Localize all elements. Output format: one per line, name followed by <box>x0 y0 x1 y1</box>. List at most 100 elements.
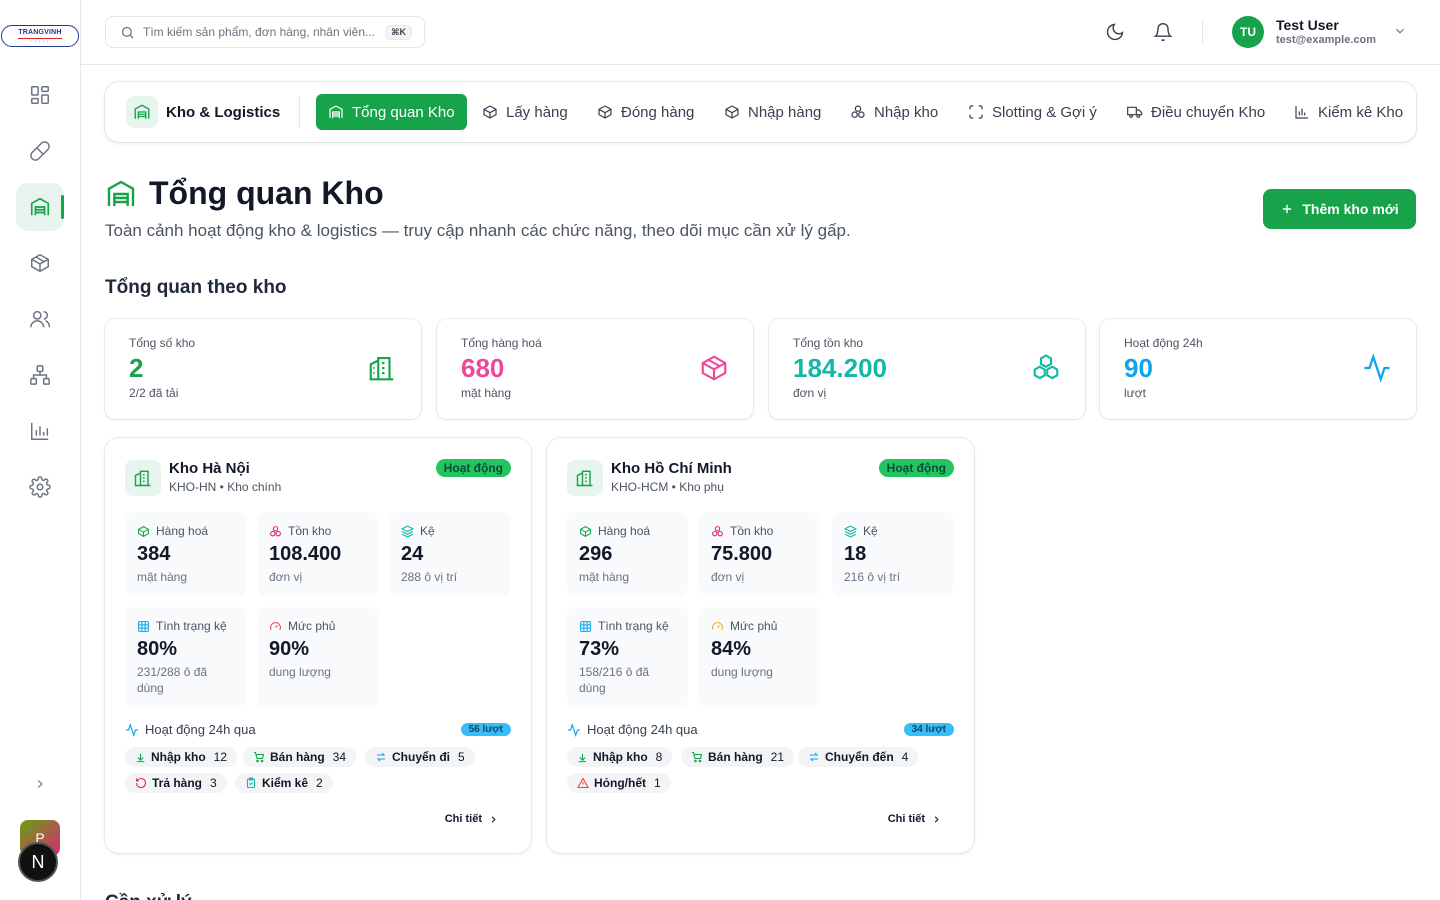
stat-label: Tổng số kho <box>129 336 196 350</box>
user-avatar[interactable]: TU <box>1232 16 1264 48</box>
sidebar-expand-button[interactable] <box>28 772 52 796</box>
brand-logo[interactable]: TRANGVINH • • • • • <box>1 25 79 47</box>
stat-card-inventory: Tổng tồn kho 184.200 đơn vị <box>769 319 1085 419</box>
user-menu-toggle[interactable] <box>1393 24 1407 38</box>
tab-slotting[interactable]: Slotting & Gợi ý <box>968 94 1097 130</box>
metric-value: 84% <box>711 638 752 660</box>
nav-reports[interactable] <box>16 407 64 455</box>
chip-nhap-kho[interactable]: Nhập kho 12 <box>125 747 238 767</box>
nav-warehouse[interactable] <box>16 183 64 231</box>
metric-value: 108.400 <box>269 543 342 565</box>
chip-count: 1 <box>654 776 661 790</box>
package-icon <box>580 525 591 537</box>
chip-label: Nhập kho <box>593 750 648 764</box>
chip-count: 4 <box>901 750 909 764</box>
stat-label: Tổng tồn kho <box>793 336 864 350</box>
users-icon <box>30 310 51 328</box>
details-link[interactable]: Chi tiết <box>445 813 499 825</box>
activity-count-badge: 56 lượt <box>460 723 511 736</box>
metric-label: Tồn kho <box>730 524 774 538</box>
nav-organization[interactable] <box>16 351 64 399</box>
activity-header: Hoạt động 24h qua <box>567 722 698 737</box>
chip-label: Bán hàng <box>708 750 763 764</box>
tab-label: Slotting & Gợi ý <box>992 103 1097 121</box>
metric-value: 80% <box>137 638 178 660</box>
tab-kiem-ke-kho[interactable]: Kiểm kê Kho <box>1294 94 1403 130</box>
package-icon <box>598 105 612 119</box>
nav-settings[interactable] <box>16 463 64 511</box>
chip-hong-het[interactable]: Hỏng/hết 1 <box>567 773 671 793</box>
nav-products[interactable] <box>16 239 64 287</box>
arrow-down-icon <box>136 753 145 762</box>
chip-count: 12 <box>213 750 228 764</box>
tab-nhap-hang[interactable]: Nhập hàng <box>724 94 821 130</box>
metric-unit: dung lượng <box>711 665 773 679</box>
search-input[interactable]: Tìm kiếm sản phẩm, đơn hàng, nhân viên..… <box>105 16 425 48</box>
tab-tong-quan-kho[interactable]: Tổng quan Kho <box>316 94 467 130</box>
theme-toggle-button[interactable] <box>1105 22 1125 42</box>
user-name[interactable]: Test User <box>1276 17 1339 33</box>
arrow-down-icon <box>578 753 587 762</box>
metric-products: Hàng hoá 296 mặt hàng <box>567 512 688 596</box>
stat-unit: lượt <box>1124 386 1146 400</box>
tab-lay-hang[interactable]: Lấy hàng <box>482 94 568 130</box>
assistant-avatar[interactable]: N <box>18 842 58 882</box>
details-link[interactable]: Chi tiết <box>888 813 942 825</box>
return-icon <box>135 777 147 789</box>
chip-chuyen-di[interactable]: Chuyển đi 5 <box>365 747 475 767</box>
metric-inventory: Tồn kho 75.800 đơn vị <box>699 512 820 596</box>
boxes-icon <box>270 525 281 536</box>
chip-kiem-ke[interactable]: Kiểm kê 2 <box>235 773 333 793</box>
metric-label: Kệ <box>420 524 435 538</box>
grid-icon <box>138 620 149 632</box>
metric-value: 75.800 <box>711 543 773 565</box>
warehouse-icon <box>107 180 135 206</box>
search-shortcut: ⌘K <box>385 25 412 40</box>
activity-icon <box>126 722 138 737</box>
gauge-icon <box>712 621 723 630</box>
chip-label: Chuyển đến <box>825 750 894 764</box>
tab-nhap-kho[interactable]: Nhập kho <box>850 94 938 130</box>
module-tabs: Kho & Logistics Tổng quan Kho Lấy hàng Đ… <box>105 82 1416 142</box>
module-title: Kho & Logistics <box>126 96 280 128</box>
nav-pharmacy[interactable] <box>16 127 64 175</box>
scan-icon <box>969 105 983 119</box>
metric-unit: đơn vị <box>711 570 745 584</box>
chip-chuyen-den[interactable]: Chuyển đến 4 <box>798 747 919 767</box>
tab-dong-hang[interactable]: Đóng hàng <box>597 94 694 130</box>
tab-label: Đóng hàng <box>621 103 695 121</box>
chevron-right-icon <box>37 780 43 788</box>
page-header: Tổng quan Kho <box>105 175 384 212</box>
chip-count: 21 <box>770 750 785 764</box>
metric-unit: 231/288 ô đã dùng <box>137 665 208 695</box>
metric-value: 90% <box>269 638 310 660</box>
chip-ban-hang[interactable]: Bán hàng 21 <box>681 747 795 767</box>
activity-label: Hoạt động 24h qua <box>587 722 698 737</box>
brand-logo-text: TRANGVINH <box>18 29 62 36</box>
settings-icon <box>29 476 51 498</box>
chip-tra-hang[interactable]: Trả hàng 3 <box>125 773 227 793</box>
tab-dieu-chuyen-kho[interactable]: Điều chuyển Kho <box>1127 94 1265 130</box>
chip-count: 34 <box>332 750 347 764</box>
chip-ban-hang[interactable]: Bán hàng 34 <box>243 747 357 767</box>
add-warehouse-button[interactable]: Thêm kho mới <box>1263 189 1416 229</box>
building-icon <box>134 470 151 487</box>
details-label: Chi tiết <box>887 813 925 825</box>
metric-unit: dung lượng <box>269 665 331 679</box>
metric-unit: 158/216 ô đã dùng <box>579 665 650 695</box>
warehouse-code: KHO-HCM • Kho phụ <box>611 480 724 494</box>
chip-nhap-kho[interactable]: Nhập kho 8 <box>567 747 673 767</box>
chip-label: Trả hàng <box>152 776 203 790</box>
grid-icon <box>580 620 591 632</box>
notifications-button[interactable] <box>1153 22 1173 42</box>
tab-label: Lấy hàng <box>506 103 568 121</box>
metric-value: 296 <box>579 543 613 565</box>
chip-label: Chuyển đi <box>392 750 451 764</box>
stat-label: Tổng hàng hoá <box>461 336 542 350</box>
metric-label: Tồn kho <box>288 524 332 538</box>
nav-users[interactable] <box>16 295 64 343</box>
chip-label: Hỏng/hết <box>594 776 646 790</box>
status-badge: Hoạt động <box>435 459 511 477</box>
nav-dashboard[interactable] <box>16 71 64 119</box>
search-placeholder: Tìm kiếm sản phẩm, đơn hàng, nhân viên..… <box>143 25 375 39</box>
